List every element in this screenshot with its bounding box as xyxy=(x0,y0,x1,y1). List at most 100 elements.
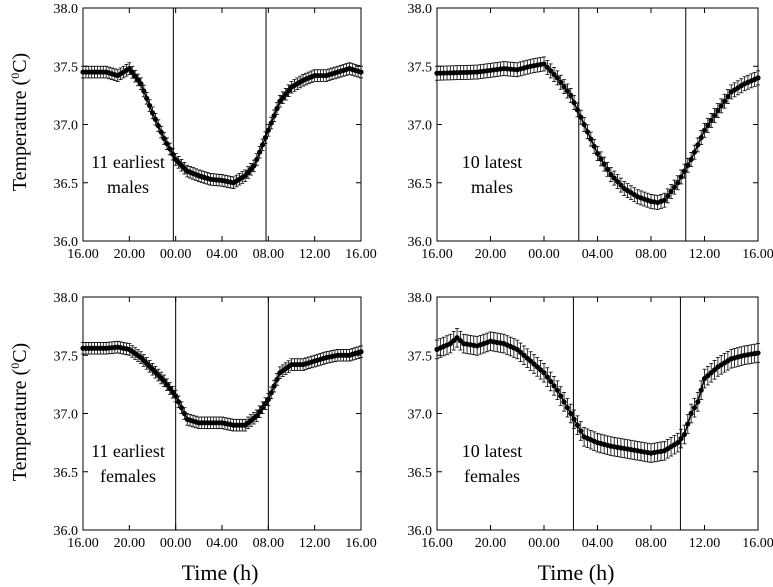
data-point xyxy=(181,410,187,417)
data-point xyxy=(695,142,701,148)
data-point xyxy=(257,409,263,415)
data-point xyxy=(558,393,564,399)
data-point xyxy=(457,338,464,344)
x-tick-label: 00.00 xyxy=(528,247,560,262)
x-tick-label: 04.00 xyxy=(582,536,614,551)
data-point xyxy=(167,146,173,152)
data-point xyxy=(611,175,617,181)
y-tick-label: 36.0 xyxy=(408,235,433,250)
data-point xyxy=(701,127,708,133)
data-point xyxy=(257,149,263,155)
x-tick-label: 00.00 xyxy=(160,247,192,262)
x-tick-label: 20.00 xyxy=(475,247,507,262)
y-tick-label: 38.0 xyxy=(54,291,79,306)
data-point xyxy=(698,387,704,393)
data-point xyxy=(170,151,176,157)
data-point xyxy=(598,156,604,162)
group-label-line2: females xyxy=(100,466,156,486)
x-tick-label: 16.00 xyxy=(67,247,99,262)
data-point xyxy=(544,374,550,380)
data-point xyxy=(705,122,711,128)
data-point xyxy=(715,107,721,114)
data-point xyxy=(571,100,577,106)
group-label-line2: females xyxy=(464,466,520,486)
data-point xyxy=(718,103,724,109)
data-point xyxy=(678,174,684,180)
data-point xyxy=(678,435,684,442)
data-point xyxy=(454,335,460,341)
x-tick-label: 20.00 xyxy=(114,247,146,262)
data-point xyxy=(561,399,567,405)
data-point xyxy=(601,161,607,167)
data-point xyxy=(688,156,694,163)
data-point xyxy=(548,68,554,74)
data-point xyxy=(277,98,283,104)
data-point xyxy=(698,135,704,141)
y-tick-label: 37.5 xyxy=(54,349,79,364)
data-point xyxy=(551,383,557,389)
y-axis-label-top: Temperature (0C) xyxy=(8,53,31,191)
data-point xyxy=(541,370,547,376)
data-point xyxy=(548,378,554,385)
x-tick-label: 16.00 xyxy=(742,247,773,262)
data-point xyxy=(286,88,292,94)
data-point xyxy=(574,422,581,428)
data-point xyxy=(173,393,179,399)
data-point xyxy=(604,166,611,172)
data-point xyxy=(695,399,701,405)
data-point xyxy=(755,350,761,356)
data-point xyxy=(135,77,141,83)
panel-early-males: 36.0 36.5 37.0 37.5 38.0 16.00 20.00 00.00 04.00… xyxy=(54,2,377,262)
x-tick-label: 12.00 xyxy=(299,247,331,262)
data-point xyxy=(161,378,167,384)
x-tick-label: 16.00 xyxy=(345,536,377,551)
group-label-line1: 10 latest xyxy=(462,441,523,461)
data-point xyxy=(144,95,150,101)
y-tick-label: 36.0 xyxy=(54,235,79,250)
y-tick-label: 37.5 xyxy=(54,60,79,75)
data-point xyxy=(661,197,667,203)
data-point xyxy=(126,65,132,72)
y-axis-label-bottom: Temperature (0C) xyxy=(8,343,31,481)
data-point xyxy=(708,117,714,124)
x-tick-label: 16.00 xyxy=(742,536,773,551)
data-point xyxy=(681,431,688,438)
x-tick-label: 08.00 xyxy=(253,247,285,262)
data-point xyxy=(152,116,158,122)
data-point xyxy=(581,121,587,128)
y-tick-label: 36.0 xyxy=(408,524,433,539)
x-tick-label: 16.00 xyxy=(345,247,377,262)
y-tick-label: 37.5 xyxy=(408,349,433,364)
data-point xyxy=(711,367,718,373)
data-point xyxy=(259,405,266,411)
x-tick-label: 08.00 xyxy=(635,247,667,262)
y-tick-label: 38.0 xyxy=(408,291,433,306)
data-point xyxy=(271,113,277,119)
data-point xyxy=(671,184,678,190)
data-point xyxy=(564,405,571,411)
data-point xyxy=(538,367,544,373)
x-tick-label: 20.00 xyxy=(114,536,146,551)
plot-frame xyxy=(436,296,759,531)
data-point xyxy=(147,102,153,109)
data-point xyxy=(568,92,574,98)
panel-late-males: 36.0 36.5 37.0 37.5 38.0 16.00 20.00 00.00 04.00… xyxy=(408,2,773,262)
data-point xyxy=(129,69,135,75)
data-point xyxy=(558,79,564,85)
x-tick-label: 20.00 xyxy=(475,536,507,551)
data-point xyxy=(554,387,560,393)
data-point xyxy=(271,383,277,389)
group-label-line1: 10 latest xyxy=(462,152,523,172)
x-tick-label: 00.00 xyxy=(160,536,192,551)
data-point xyxy=(132,73,138,79)
data-point xyxy=(584,129,591,135)
data-point xyxy=(564,88,571,94)
data-point xyxy=(141,88,147,94)
y-tick-label: 36.5 xyxy=(54,466,79,481)
data-point xyxy=(708,370,714,376)
data-point xyxy=(274,376,280,383)
data-point xyxy=(755,75,761,81)
data-point xyxy=(668,188,674,195)
panel-late-females: 36.0 36.5 37.0 37.5 38.0 16.00 20.00 00.00 04.00… xyxy=(408,291,773,551)
